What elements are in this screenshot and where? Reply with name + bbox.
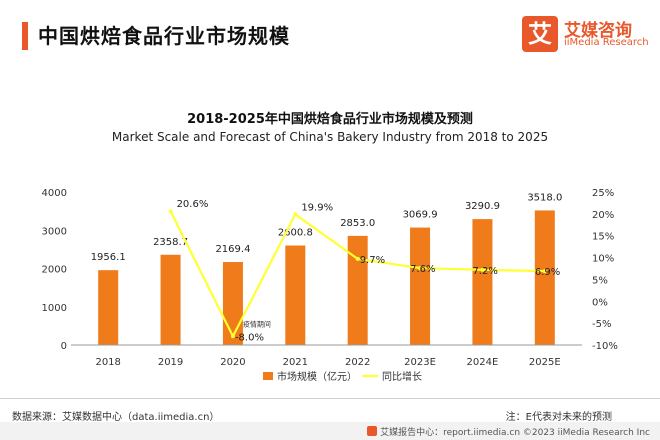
y-right-tick-label: 25% <box>592 188 614 199</box>
bar-value-label: 2600.8 <box>278 228 313 239</box>
x-tick-label: 2022 <box>345 357 370 368</box>
x-tick-label: 2023E <box>404 357 436 368</box>
logo-text-cn: 艾媒咨询 <box>564 21 632 41</box>
legend-swatch-bar <box>263 372 273 380</box>
mini-logo-icon <box>367 426 378 436</box>
y-right-tick-label: 15% <box>592 232 614 243</box>
title-accent-bar <box>22 22 28 50</box>
growth-point <box>480 267 485 272</box>
bar-value-label: 3290.9 <box>465 201 500 212</box>
data-source: 数据来源：艾媒数据中心（data.iimedia.cn） <box>12 412 220 423</box>
bar-value-label: 3518.0 <box>527 192 562 203</box>
y-right-tick-label: 5% <box>592 275 608 286</box>
report-center-text: 艾媒报告中心：report.iimedia.cn ©2023 iiMedia R… <box>380 428 650 438</box>
footer-divider <box>0 398 660 399</box>
growth-point <box>168 209 173 214</box>
growth-point <box>418 266 423 271</box>
forecast-note: 注：E代表对未来的预测 <box>505 412 612 423</box>
y-right-tick-label: 0% <box>592 297 608 308</box>
bar <box>285 245 306 345</box>
logo-text-en: iiMedia Research <box>564 37 649 48</box>
bar-value-label: 2358.7 <box>153 237 188 248</box>
growth-value-label: 19.9% <box>301 202 333 213</box>
bar <box>347 235 368 345</box>
x-tick-label: 2018 <box>95 357 120 368</box>
x-tick-label: 2020 <box>220 357 245 368</box>
chart-subtitle: Market Scale and Forecast of China's Bak… <box>111 130 549 144</box>
bar <box>472 219 493 345</box>
growth-value-label: 6.9% <box>535 267 560 278</box>
growth-value-label: -8.0% <box>235 332 264 343</box>
y-left-tick-label: 2000 <box>42 265 67 276</box>
legend-label-line: 同比增长 <box>382 370 422 383</box>
bottom-strip <box>0 422 660 440</box>
y-right-tick-label: -10% <box>592 341 618 352</box>
logo-mark: 艾 <box>522 16 558 52</box>
bar-value-label: 2853.0 <box>340 218 375 229</box>
growth-point <box>230 334 235 339</box>
chart-annotation: 疫情期间 <box>243 319 271 328</box>
bar-value-label: 3069.9 <box>403 210 438 221</box>
y-left-tick-label: 1000 <box>42 303 67 314</box>
bar <box>98 270 119 345</box>
y-right-tick-label: 10% <box>592 254 614 265</box>
brand-logo: 艾 艾媒咨询 iiMedia Research <box>522 14 649 56</box>
growth-value-label: 7.6% <box>410 264 435 275</box>
chart-title: 2018-2025年中国烘焙食品行业市场规模及预测 <box>187 112 473 127</box>
growth-value-label: 9.7% <box>360 255 385 266</box>
y-left-tick-label: 3000 <box>42 226 67 237</box>
legend-label-bar: 市场规模（亿元） <box>277 370 357 383</box>
growth-point <box>293 212 298 217</box>
x-tick-label: 2019 <box>158 357 183 368</box>
y-left-tick-label: 4000 <box>42 188 67 199</box>
bar <box>410 227 431 345</box>
report-center-credit: 艾媒报告中心：report.iimedia.cn ©2023 iiMedia R… <box>367 425 650 438</box>
growth-value-label: 20.6% <box>177 199 209 210</box>
growth-value-label: 7.2% <box>472 266 497 277</box>
y-right-tick-label: -5% <box>592 319 611 330</box>
y-left-tick-label: 0 <box>61 341 67 352</box>
x-tick-label: 2025E <box>529 357 561 368</box>
y-right-tick-label: 20% <box>592 210 614 221</box>
growth-point <box>542 269 547 274</box>
x-tick-label: 2024E <box>467 357 499 368</box>
x-tick-label: 2021 <box>283 357 308 368</box>
bar-line-chart: 0 1000 2000 3000 4000 -10% -5% 0% 5% 10% 15% 20% 25%… <box>42 188 618 383</box>
growth-point <box>355 256 360 261</box>
page-title: 中国烘焙食品行业市场规模 <box>38 24 290 48</box>
bar-value-label: 2169.4 <box>215 244 250 255</box>
bar <box>160 254 181 345</box>
bar-value-label: 1956.1 <box>91 252 126 263</box>
bar <box>534 210 555 345</box>
